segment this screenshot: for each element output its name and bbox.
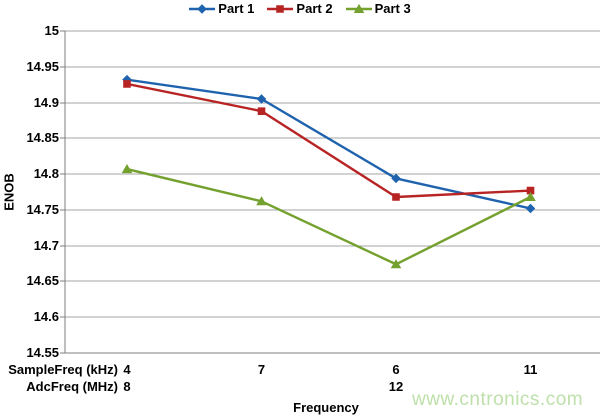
watermark: www.cntronics.com (412, 389, 584, 410)
y-tick-label: 14.9 (33, 95, 59, 110)
square-marker-part-2 (392, 193, 400, 201)
x-tick-label: 7 (257, 362, 266, 377)
y-tick-label: 14.95 (26, 59, 59, 74)
legend-label: Part 3 (374, 1, 411, 16)
legend-label: Part 2 (296, 1, 333, 16)
triangle-marker-part-3 (121, 164, 133, 174)
x-tick-label: 11 (523, 362, 538, 377)
triangle-marker-part-3 (390, 259, 402, 269)
y-axis-title: ENOB (1, 173, 17, 211)
chart-legend: Part 1 Part 2 Part 3 (0, 1, 600, 16)
square-marker-part-2 (123, 80, 131, 88)
x-tick-label: 12 (388, 379, 404, 394)
triangle-marker-part-3 (256, 196, 267, 206)
x-tick-label: 4 (123, 362, 131, 377)
y-tick-label: 14.6 (33, 309, 59, 324)
y-tick-label: 14.75 (26, 202, 59, 217)
diamond-marker-part-1 (391, 173, 401, 184)
series-line-part-2 (125, 82, 532, 199)
legend-square-icon (267, 4, 294, 13)
diamond-marker-part-1 (256, 94, 267, 104)
legend-item-part-3: Part 3 (345, 1, 411, 16)
x-tick-label: 6 (392, 362, 400, 377)
square-marker-part-2 (257, 107, 266, 115)
square-marker-part-2 (526, 186, 535, 195)
y-tick-label: 14.8 (33, 166, 59, 181)
legend-label: Part 1 (218, 1, 255, 16)
triangle-marker-part-3 (525, 191, 536, 202)
x-axis-row-label-adcfreq: AdcFreq (MHz) (26, 379, 118, 394)
y-tick-label: 15 (44, 23, 59, 38)
y-tick-label: 14.65 (26, 273, 59, 288)
legend-item-part-1: Part 1 (189, 1, 254, 16)
legend-triangle-icon (345, 3, 372, 13)
y-tick-label: 14.55 (26, 345, 59, 360)
y-tick-label: 14.85 (26, 130, 59, 145)
diamond-marker-part-1 (525, 203, 536, 214)
x-axis-row-label-samplefreq: SampleFreq (kHz) (8, 362, 118, 377)
y-tick-label: 14.7 (33, 238, 59, 253)
legend-item-part-2: Part 2 (267, 1, 333, 16)
x-tick-label: 8 (123, 379, 131, 394)
x-axis-title: Frequency (293, 400, 359, 415)
legend-diamond-icon (189, 3, 216, 14)
series-line-part-1 (125, 78, 532, 210)
series-line-part-3 (125, 167, 532, 266)
